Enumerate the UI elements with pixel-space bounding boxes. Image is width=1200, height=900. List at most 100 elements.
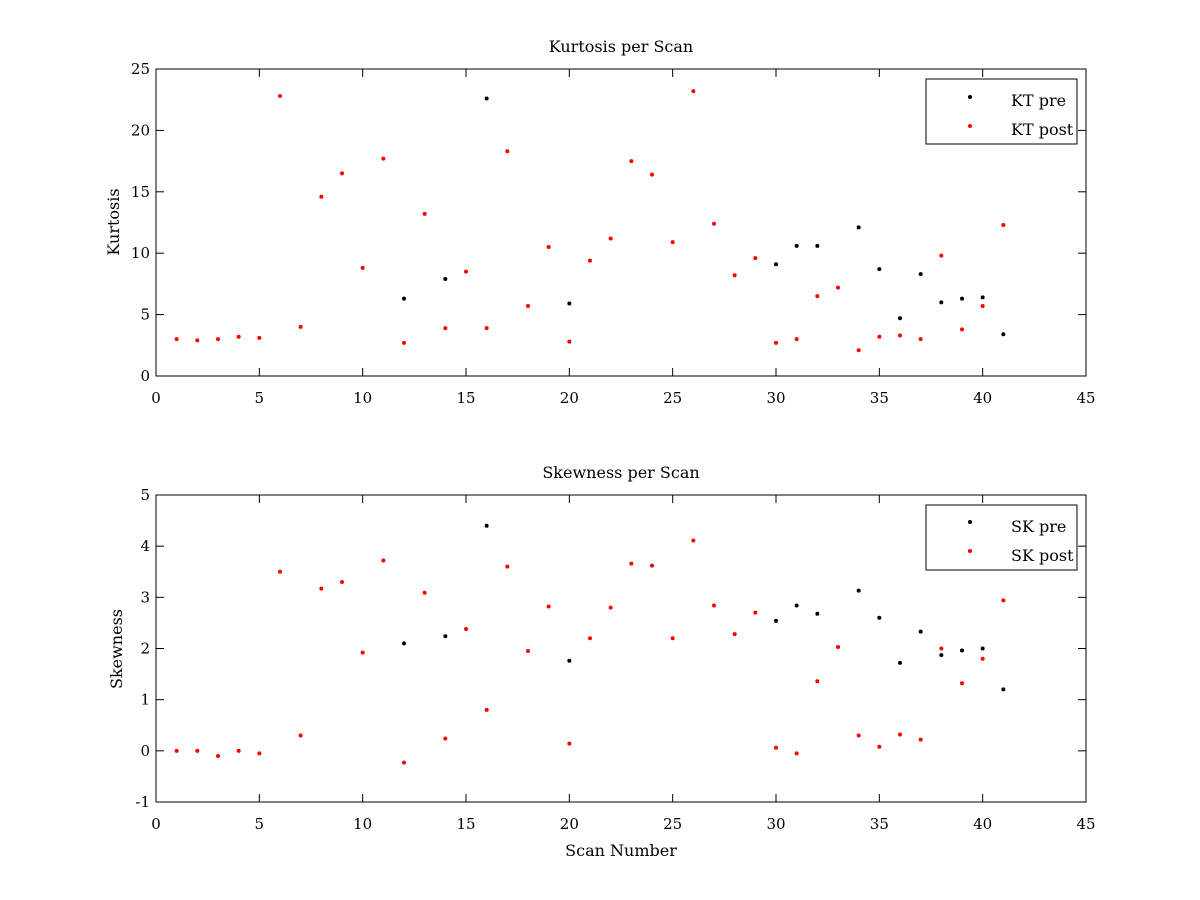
kurtosis-point-post (526, 304, 530, 309)
kurtosis-point-pre (774, 262, 778, 267)
kurtosis-point-post (753, 256, 758, 261)
skewness-x-tick-label: 15 (456, 815, 475, 833)
kurtosis-point-pre (815, 243, 820, 248)
skewness-point-pre (939, 653, 944, 658)
kurtosis-x-tick-label: 20 (560, 389, 579, 407)
skewness-y-tick-label: 2 (140, 640, 150, 658)
skewness-point-post (629, 561, 634, 566)
skewness-point-post (278, 569, 282, 574)
skewness-point-pre (960, 648, 964, 653)
skewness-point-post (298, 733, 303, 738)
skewness-point-post (856, 733, 861, 738)
kurtosis-legend-label-pre: KT pre (1011, 91, 1066, 110)
skewness-point-post (381, 558, 386, 563)
kurtosis-point-pre (898, 316, 902, 321)
kurtosis-x-tick-label: 0 (151, 389, 161, 407)
kurtosis-x-tick-label: 45 (1076, 389, 1095, 407)
skewness-point-post (712, 603, 716, 608)
skewness-y-tick-label: -1 (135, 793, 150, 811)
kurtosis-x-tick-label: 15 (456, 389, 475, 407)
kurtosis-point-post (877, 334, 882, 339)
kurtosis-point-post (257, 335, 262, 340)
skewness-point-post (567, 741, 572, 746)
skewness-point-post (980, 656, 985, 661)
kurtosis-point-pre (980, 295, 985, 300)
kurtosis-point-post (298, 324, 303, 329)
kurtosis-point-pre (567, 301, 572, 306)
skewness-point-post (960, 681, 964, 686)
skewness-point-post (546, 604, 551, 609)
kurtosis-point-pre (960, 296, 964, 301)
skewness-point-pre (918, 629, 923, 634)
skewness-point-post (505, 564, 510, 569)
kurtosis-point-post (216, 337, 220, 342)
kurtosis-panel: Kurtosis per Scan Kurtosis 0 5 10 15 20 25 30 3… (104, 37, 1096, 407)
kurtosis-legend-marker-post (968, 124, 972, 128)
skewness-x-tick-label: 0 (151, 815, 161, 833)
skewness-point-post (360, 650, 365, 655)
kurtosis-point-post (567, 339, 572, 344)
skewness-point-post (650, 563, 654, 568)
kurtosis-point-pre (484, 96, 489, 101)
kurtosis-point-post (505, 149, 510, 154)
kurtosis-point-pre (877, 267, 882, 272)
kurtosis-y-tick-label: 20 (131, 121, 150, 139)
skewness-point-post (691, 538, 696, 543)
kurtosis-point-pre (939, 300, 944, 305)
skewness-point-pre (980, 646, 985, 651)
skewness-point-post (732, 632, 737, 637)
kurtosis-point-post (732, 273, 737, 278)
kurtosis-point-post (1001, 222, 1006, 227)
kurtosis-point-pre (856, 225, 861, 230)
kurtosis-y-tick-label: 15 (131, 183, 150, 201)
kurtosis-legend-marker-pre (968, 95, 972, 99)
skewness-title: Skewness per Scan (542, 463, 699, 482)
skewness-point-post (464, 627, 468, 632)
kurtosis-legend: KT pre KT post (925, 78, 1078, 145)
skewness-x-tick-label: 25 (663, 815, 682, 833)
kurtosis-point-post (443, 326, 448, 331)
kurtosis-point-post (980, 304, 985, 309)
skewness-y-tick-label: 1 (140, 691, 150, 709)
skewness-x-tick-label: 45 (1076, 815, 1095, 833)
kurtosis-point-post (898, 333, 902, 338)
skewness-x-tick-label: 10 (353, 815, 372, 833)
skewness-point-post (815, 679, 820, 684)
skewness-point-pre (877, 615, 882, 620)
skewness-x-ticks: 0 5 10 15 20 25 30 35 40 45 (151, 495, 1096, 833)
skewness-point-post (526, 649, 530, 654)
skewness-point-post (794, 751, 799, 756)
skewness-x-tick-label: 5 (255, 815, 265, 833)
kurtosis-point-post (360, 265, 365, 270)
kurtosis-point-post (402, 340, 406, 345)
skewness-x-tick-label: 30 (766, 815, 785, 833)
kurtosis-point-post (629, 159, 634, 164)
skewness-x-tick-label: 40 (973, 815, 992, 833)
skewness-point-post (236, 748, 241, 753)
kurtosis-legend-box (925, 78, 1078, 145)
kurtosis-point-post (484, 326, 489, 331)
skewness-point-post (898, 732, 902, 737)
skewness-point-pre (443, 634, 448, 639)
kurtosis-x-tick-label: 5 (255, 389, 265, 407)
skewness-point-post (918, 737, 923, 742)
kurtosis-x-tick-label: 10 (353, 389, 372, 407)
kurtosis-point-post (650, 172, 654, 177)
skewness-point-post (753, 610, 758, 615)
kurtosis-point-post (960, 327, 964, 332)
skewness-legend-label-post: SK post (1011, 546, 1074, 565)
kurtosis-point-pre (402, 296, 406, 301)
skewness-x-axis-label: Scan Number (565, 841, 677, 860)
skewness-y-tick-label: 3 (140, 588, 150, 606)
skewness-legend-box (925, 504, 1078, 571)
kurtosis-point-post (794, 337, 799, 342)
kurtosis-y-tick-label: 10 (131, 244, 150, 262)
kurtosis-point-post (691, 89, 696, 94)
skewness-point-pre (794, 603, 799, 608)
kurtosis-point-post (464, 269, 468, 274)
skewness-legend-label-pre: SK pre (1011, 517, 1066, 536)
kurtosis-data-points (174, 89, 1006, 353)
skewness-point-post (670, 636, 675, 641)
